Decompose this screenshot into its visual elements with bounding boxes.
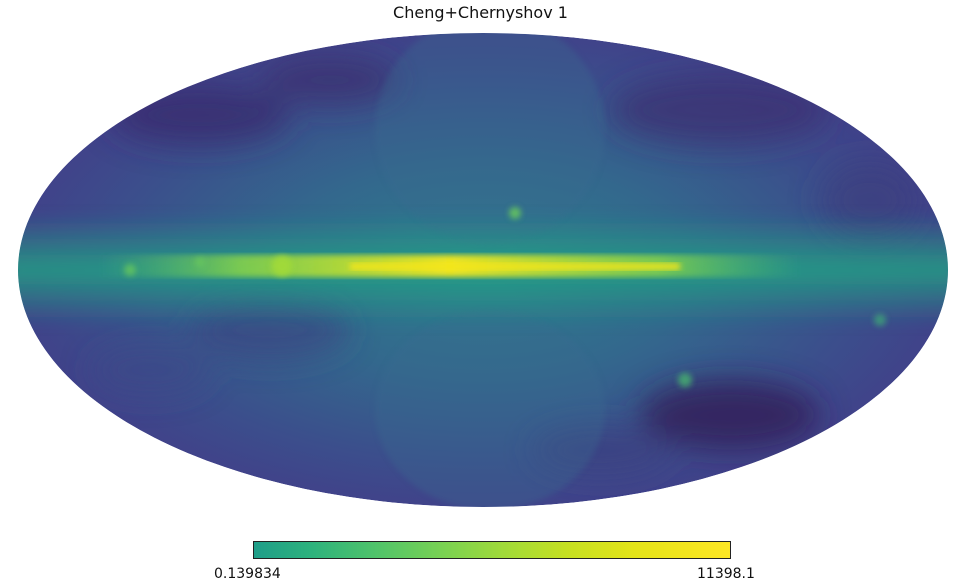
colorbar-max-label: 11398.1 xyxy=(697,566,755,582)
map-title: Cheng+Chernyshov 1 xyxy=(393,3,568,22)
sky-projection xyxy=(18,33,948,507)
colorbar-min-label: 0.139834 xyxy=(214,566,281,582)
colorbar xyxy=(253,541,731,559)
